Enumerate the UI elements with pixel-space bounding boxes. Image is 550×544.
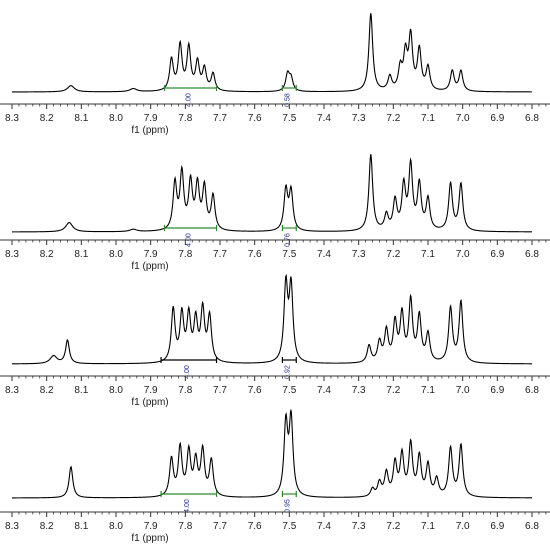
x-tick-label: 7.1	[421, 521, 435, 532]
x-tick-label: 7.9	[144, 385, 158, 396]
x-tick-label: 7.1	[421, 249, 435, 260]
integral-label: 0.92	[284, 365, 291, 379]
x-tick-label: 8.2	[40, 113, 54, 124]
x-tick-label: 7.2	[386, 113, 400, 124]
x-tick-label: 7.1	[421, 113, 435, 124]
x-tick-label: 7.6	[248, 113, 262, 124]
x-tick-label: 7.8	[178, 113, 192, 124]
x-tick-label: 8.1	[74, 113, 88, 124]
x-tick-label: 7.8	[178, 521, 192, 532]
x-axis-title: f1 (ppm)	[131, 125, 168, 136]
x-tick-label: 7.0	[456, 249, 470, 260]
x-axis-title: f1 (ppm)	[131, 261, 168, 272]
x-axis-title: f1 (ppm)	[131, 533, 168, 544]
x-tick-label: 7.4	[317, 249, 331, 260]
x-tick-label: 7.3	[352, 521, 366, 532]
x-tick-label: 7.9	[144, 249, 158, 260]
integral-label: 0.58	[284, 93, 291, 107]
x-tick-label: 7.3	[352, 113, 366, 124]
x-tick-label: 8.0	[109, 249, 123, 260]
x-tick-label: 8.3	[5, 521, 19, 532]
spectrum-trace	[12, 154, 532, 233]
x-tick-label: 8.0	[109, 385, 123, 396]
x-tick-label: 6.8	[525, 113, 539, 124]
x-tick-label: 6.8	[525, 385, 539, 396]
x-tick-label: 6.9	[490, 521, 504, 532]
x-tick-label: 7.0	[456, 521, 470, 532]
x-tick-label: 7.6	[248, 249, 262, 260]
spectrum-trace	[12, 13, 532, 93]
x-tick-label: 6.9	[490, 385, 504, 396]
x-tick-label: 8.0	[109, 521, 123, 532]
x-tick-label: 7.2	[386, 521, 400, 532]
spectrum-trace	[11, 273, 532, 365]
x-tick-label: 7.1	[421, 385, 435, 396]
integral-label: 4.00	[186, 93, 193, 107]
x-tick-label: 8.2	[40, 521, 54, 532]
x-tick-label: 6.8	[525, 521, 539, 532]
x-tick-label: 7.3	[352, 385, 366, 396]
x-tick-label: 8.3	[5, 113, 19, 124]
x-tick-label: 7.2	[386, 385, 400, 396]
nmr-spectrum-panel-4: 4.00 0.95 8.3 8.2 8.1 8.0 7.9 7.8 7.7 7.6 7.5 7.4 7.…	[0, 409, 550, 544]
x-axis-title: f1 (ppm)	[131, 397, 168, 408]
x-tick-label: 8.1	[74, 385, 88, 396]
x-tick-label: 6.9	[490, 113, 504, 124]
nmr-spectrum-panel-1: 4.00 0.58 8.3 8.2 8.1 8.0 7.9 7.8 7.7 7.6 7.5 7.4 7.…	[0, 13, 550, 136]
x-tick-label: 7.2	[386, 249, 400, 260]
x-tick-label: 7.5	[282, 249, 296, 260]
nmr-spectrum-panel-2: 4.00 0.768.3 8.2 8.1 8.0 7.9 7.8 7.7 7.6 7.5 7.4 7.…	[0, 154, 550, 272]
x-tick-label: 8.2	[40, 249, 54, 260]
nmr-spectrum-panel-3: 4.00 0.92 8.3 8.2 8.1 8.0 7.9 7.8 7.7 7.6 7.5 7.4 7.…	[0, 273, 550, 408]
x-tick-label: 7.5	[282, 385, 296, 396]
x-tick-label: 7.6	[248, 385, 262, 396]
x-tick-label: 8.3	[5, 385, 19, 396]
x-tick-label: 8.3	[5, 249, 19, 260]
spectrum-trace	[12, 409, 532, 499]
x-tick-label: 8.0	[109, 113, 123, 124]
x-tick-label: 8.2	[40, 385, 54, 396]
x-tick-label: 7.7	[213, 113, 227, 124]
x-tick-label: 7.5	[282, 113, 296, 124]
x-tick-label: 7.5	[282, 521, 296, 532]
x-tick-label: 7.7	[213, 385, 227, 396]
x-tick-label: 6.8	[525, 249, 539, 260]
integral-label: 4.00	[184, 499, 191, 513]
x-tick-label: 7.4	[317, 521, 331, 532]
x-tick-label: 7.7	[213, 521, 227, 532]
x-tick-label: 7.9	[144, 521, 158, 532]
x-tick-label: 7.6	[248, 521, 262, 532]
x-tick-label: 6.9	[490, 249, 504, 260]
x-tick-label: 7.4	[317, 113, 331, 124]
x-tick-label: 7.8	[178, 385, 192, 396]
x-tick-label: 7.7	[213, 249, 227, 260]
x-tick-label: 7.8	[178, 249, 192, 260]
x-tick-label: 8.1	[74, 521, 88, 532]
x-tick-label: 7.0	[456, 385, 470, 396]
x-tick-label: 7.3	[352, 249, 366, 260]
x-tick-label: 7.9	[144, 113, 158, 124]
integral-label: 0.95	[284, 499, 291, 513]
integral-label: 4.00	[184, 365, 191, 379]
x-tick-label: 7.4	[317, 385, 331, 396]
x-tick-label: 7.0	[456, 113, 470, 124]
x-tick-label: 8.1	[74, 249, 88, 260]
